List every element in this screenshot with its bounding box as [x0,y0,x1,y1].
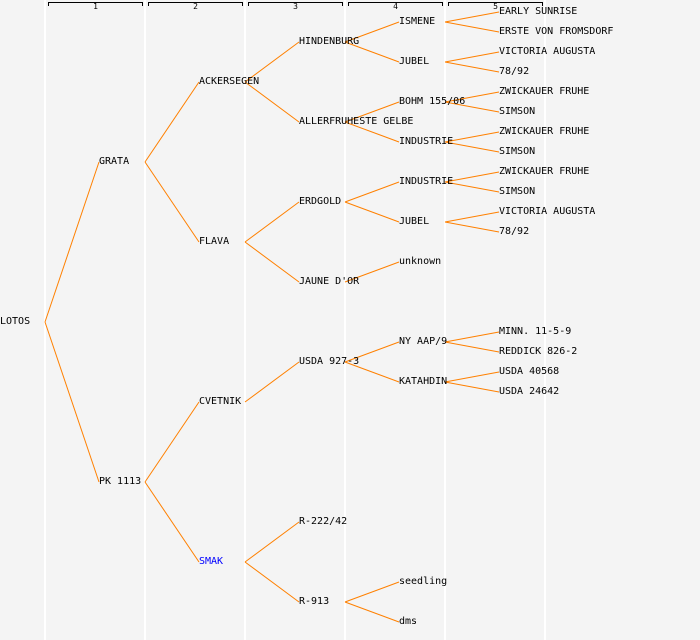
pedigree-edge [444,21,500,33]
pedigree-node: ZWICKAUER FRUHE [499,126,590,137]
pedigree-edge [244,561,300,603]
pedigree-node: LOTOS [0,316,31,327]
generation-header: 5 [448,2,543,11]
pedigree-node: USDA 927-3 [299,356,360,367]
pedigree-edge [444,11,500,23]
generation-number: 5 [493,2,498,11]
pedigree-node: CVETNIK [199,396,242,407]
pedigree-edge [244,361,300,403]
pedigree-node: ERDGOLD [299,196,342,207]
pedigree-node: VICTORIA AUGUSTA [499,206,596,217]
pedigree-node: GRATA [99,156,130,167]
generation-number: 4 [393,2,398,11]
pedigree-node: JUBEL [399,216,430,227]
pedigree-node: dms [399,616,418,627]
pedigree-edge [144,161,200,243]
pedigree-node: HINDENBURG [299,36,360,47]
pedigree-edge [44,161,100,323]
pedigree-edge [444,131,500,143]
pedigree-edge [444,141,500,153]
pedigree-edge [444,381,500,393]
pedigree-edge [44,321,100,483]
generation-header: 4 [348,2,443,11]
pedigree-node: FLAVA [199,236,230,247]
pedigree-node: ZWICKAUER FRUHE [499,86,590,97]
pedigree-node: R-913 [299,596,330,607]
pedigree-edge [444,331,500,343]
pedigree-edge [344,341,400,363]
pedigree-edge [444,341,500,353]
pedigree-edge [444,171,500,183]
pedigree-edge [444,181,500,193]
generation-number: 1 [93,2,98,11]
pedigree-edge [444,371,500,383]
horse-link[interactable]: SMAK [199,556,224,567]
pedigree-node: EARLY SUNRISE [499,6,578,17]
pedigree-node: SIMSON [499,106,536,117]
pedigree-edge [344,121,400,143]
pedigree-edge [344,41,400,63]
pedigree-node: USDA 40568 [499,366,560,377]
pedigree-edge [244,41,300,83]
pedigree-node: R-222/42 [299,516,348,527]
pedigree-edge [144,481,200,563]
pedigree-node: INDUSTRIE [399,176,454,187]
pedigree-edge [344,201,400,223]
generation-header: 3 [248,2,343,11]
pedigree-node: INDUSTRIE [399,136,454,147]
pedigree-node: KATAHDIN [399,376,448,387]
pedigree-node: ALLERFRUHESTE GELBE [299,116,414,127]
pedigree-edge [444,51,500,63]
pedigree-edge [244,521,300,563]
generation-number: 2 [193,2,198,11]
pedigree-node: REDDICK 826-2 [499,346,578,357]
pedigree-node: SIMSON [499,146,536,157]
pedigree-node: NY AAP/9 [399,336,448,347]
pedigree-node: USDA 24642 [499,386,560,397]
pedigree-edge [344,581,400,603]
pedigree-node: 78/92 [499,66,530,77]
pedigree-edge [244,241,300,283]
pedigree-edge [244,201,300,243]
generation-header: 1 [48,2,143,11]
pedigree-edge [144,81,200,163]
pedigree-node: ZWICKAUER FRUHE [499,166,590,177]
pedigree-node: ERSTE VON FROMSDORF [499,26,614,37]
pedigree-edge [344,261,400,283]
pedigree-node: BOHM 155/06 [399,96,466,107]
pedigree-edge [344,101,400,123]
pedigree-node: JUBEL [399,56,430,67]
pedigree-node: VICTORIA AUGUSTA [499,46,596,57]
pedigree-node: SIMSON [499,186,536,197]
generation-header: 2 [148,2,243,11]
pedigree-edge [244,81,300,123]
pedigree-edge [444,221,500,233]
pedigree-node: unknown [399,256,442,267]
pedigree-node: 78/92 [499,226,530,237]
pedigree-edge [344,181,400,203]
generation-number: 3 [293,2,298,11]
pedigree-edge [344,21,400,43]
pedigree-node: ACKERSEGEN [199,76,260,87]
pedigree-edge [444,61,500,73]
pedigree-edge [444,101,500,113]
pedigree-edge [344,601,400,623]
pedigree-node: JAUNE D'OR [299,276,360,287]
pedigree-edge [444,211,500,223]
pedigree-edge [444,91,500,103]
pedigree-edge [344,361,400,383]
pedigree-node: PK 1113 [99,476,142,487]
pedigree-node: seedling [399,576,448,587]
pedigree-node: ISMENE [399,16,436,27]
pedigree-node: MINN. 11-5-9 [499,326,572,337]
pedigree-edge [144,401,200,483]
